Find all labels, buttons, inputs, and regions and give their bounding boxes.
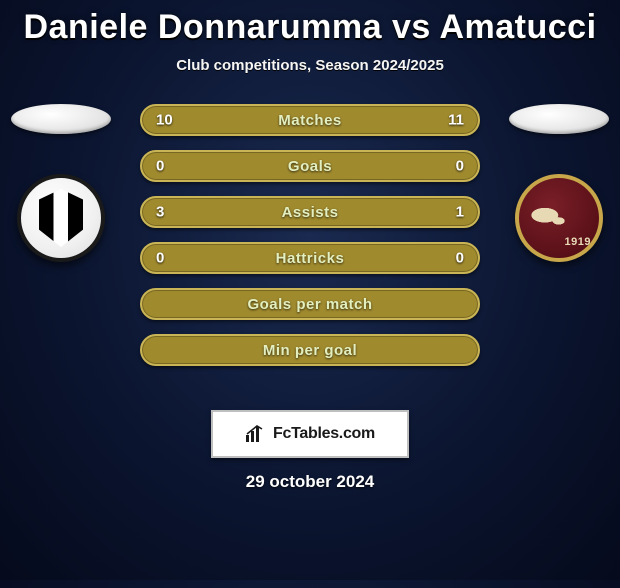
bar-chart-icon <box>245 425 267 443</box>
stat-left-value: 10 <box>156 112 173 129</box>
date-text: 29 october 2024 <box>0 472 620 492</box>
stat-left-value: 0 <box>156 158 164 175</box>
comparison-stage: 10 Matches 11 0 Goals 0 3 Assists 1 0 Ha… <box>0 104 620 394</box>
stat-right-value: 1 <box>456 204 464 221</box>
subtitle: Club competitions, Season 2024/2025 <box>0 57 620 74</box>
stat-row-goals: 0 Goals 0 <box>140 150 480 182</box>
stat-row-matches: 10 Matches 11 <box>140 104 480 136</box>
stat-left-value: 0 <box>156 250 164 267</box>
player-right-avatar-placeholder <box>509 104 609 134</box>
player-left-slot <box>6 104 116 262</box>
stat-label: Assists <box>282 204 339 221</box>
stat-label: Min per goal <box>263 342 357 359</box>
stat-left-value: 3 <box>156 204 164 221</box>
page-title: Daniele Donnarumma vs Amatucci <box>0 8 620 47</box>
player-left-avatar-placeholder <box>11 104 111 134</box>
stat-label: Goals <box>288 158 332 175</box>
brand-text: FcTables.com <box>273 425 375 443</box>
player-left-club-badge <box>17 174 105 262</box>
stat-right-value: 11 <box>448 112 464 129</box>
stat-right-value: 0 <box>456 250 464 267</box>
stat-row-min-per-goal: Min per goal <box>140 334 480 366</box>
stat-row-goals-per-match: Goals per match <box>140 288 480 320</box>
stat-row-assists: 3 Assists 1 <box>140 196 480 228</box>
player-right-slot <box>504 104 614 262</box>
stat-right-value: 0 <box>456 158 464 175</box>
stat-label: Goals per match <box>247 296 372 313</box>
brand-plate: FcTables.com <box>211 410 409 458</box>
stat-row-hattricks: 0 Hattricks 0 <box>140 242 480 274</box>
stat-label: Matches <box>278 112 342 129</box>
stat-label: Hattricks <box>276 250 345 267</box>
stat-bars: 10 Matches 11 0 Goals 0 3 Assists 1 0 Ha… <box>140 104 480 366</box>
player-right-club-badge <box>515 174 603 262</box>
